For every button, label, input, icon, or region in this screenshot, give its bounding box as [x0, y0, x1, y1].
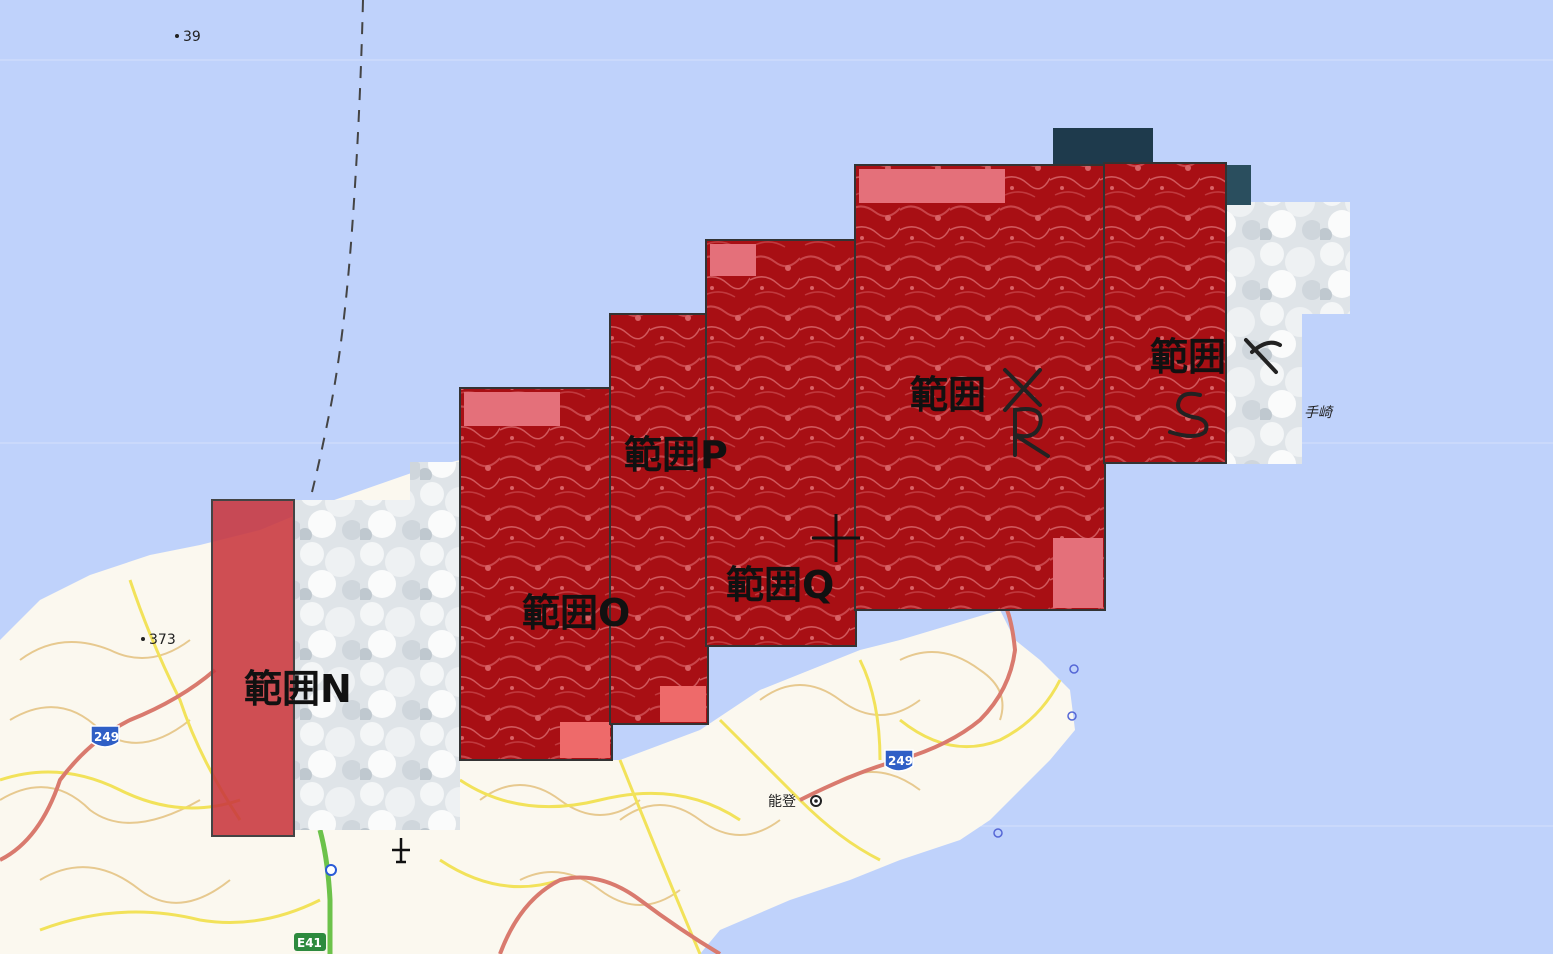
range-S-overlay[interactable]: [1103, 162, 1227, 464]
range-P-overlay[interactable]: [609, 313, 709, 725]
range-label-S: 範囲: [1150, 335, 1226, 379]
range-O-overlay[interactable]: [459, 387, 613, 761]
range-label-O: 範囲O: [522, 591, 630, 635]
elevation-point: [175, 34, 179, 38]
elevation-label-373: 373: [149, 632, 176, 648]
elevation-label-39: 39: [183, 29, 201, 45]
range-label-N: 範囲N: [244, 667, 352, 711]
svg-text:249: 249: [888, 754, 913, 768]
range-R-overlay[interactable]: [854, 164, 1106, 611]
satellite-tile-clouds: [410, 462, 460, 762]
satellite-tile-clouds: [1222, 202, 1350, 314]
satellite-tile-dark: [1226, 165, 1251, 205]
route-road-south: [498, 875, 722, 954]
elevation-point: [141, 637, 145, 641]
place-label-noto: 能登: [768, 794, 796, 810]
handwritten-scribble-S: [1168, 338, 1282, 438]
range-label-Q: 範囲Q: [726, 563, 834, 607]
route-249-shield-east: 249: [884, 749, 914, 772]
range-label-P: 範囲P: [624, 433, 728, 477]
harbor-icon: [993, 664, 1079, 838]
boundary-line: [311, 0, 364, 493]
station-marker: [325, 864, 337, 876]
route-249-shield-west: 249: [90, 725, 120, 748]
range-label-R: 範囲: [910, 373, 986, 417]
crosshair-marker: [812, 514, 860, 562]
handwritten-scribble-R: [1003, 368, 1050, 458]
satellite-tile-clouds: [1222, 310, 1302, 464]
range-N-overlay[interactable]: [211, 499, 295, 837]
svg-text:249: 249: [94, 730, 119, 744]
city-marker-dot: [814, 799, 818, 803]
satellite-tile-dark: [1053, 128, 1153, 168]
place-label-cape: 手崎: [1304, 405, 1334, 421]
svg-text:E41: E41: [297, 936, 322, 950]
expressway-e41-shield: E41: [294, 933, 326, 951]
airport-icon: [392, 838, 410, 864]
route-249-road: [0, 604, 1018, 862]
